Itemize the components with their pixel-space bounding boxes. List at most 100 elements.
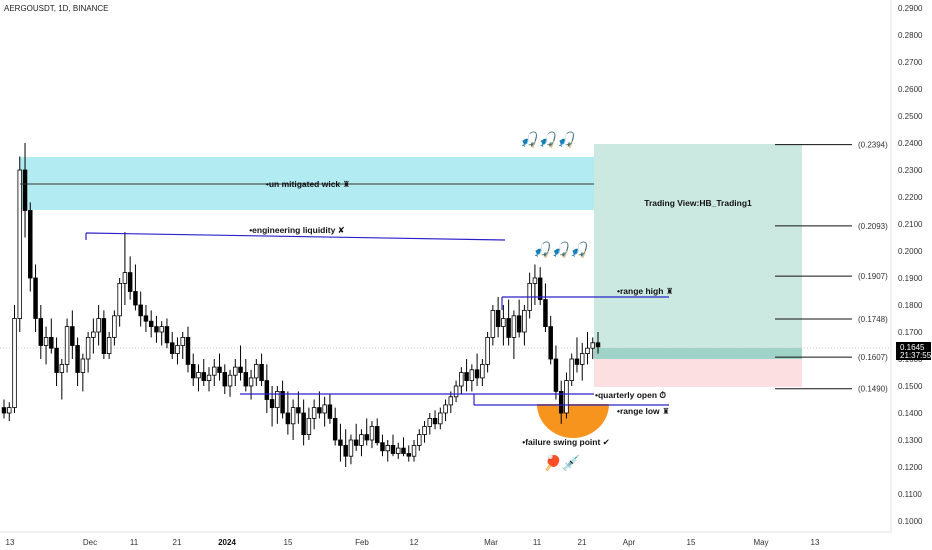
- target-levels: (0.2394) (0.2093) (0.1907) (0.1748) (0.1607)…: [775, 141, 888, 394]
- candle-body: [64, 326, 70, 365]
- candle-body: [485, 336, 490, 365]
- tradingview-label: Trading View:HB_Trading1: [644, 198, 752, 208]
- candle-body: [290, 407, 296, 425]
- candle-body: [422, 426, 427, 435]
- candle-body: [432, 417, 438, 425]
- candle-body: [338, 439, 343, 446]
- candle-body: [385, 444, 390, 452]
- candle-body: [396, 447, 401, 454]
- candle-body: [91, 331, 96, 338]
- candle-body: [348, 439, 354, 457]
- candle-body: [569, 358, 574, 382]
- candle-body: [343, 444, 348, 457]
- candle-body: [543, 299, 548, 328]
- x-axis: 13 Dec 11 21 2024 15 Feb 12 Mar 11 21 Apr 15 May 13: [6, 538, 820, 547]
- y-tick-label: 0.2800: [898, 31, 923, 40]
- y-tick-label: 0.2200: [898, 193, 923, 202]
- candle-body: [585, 347, 590, 355]
- candle-body: [17, 169, 23, 319]
- y-tick-label: 0.2500: [898, 112, 923, 121]
- x-tick-label: 15: [687, 538, 696, 547]
- target-label: (0.1490): [858, 385, 888, 394]
- candle-body: [317, 407, 322, 414]
- unmitigated-wick-label: •un mitigated wick ♜: [266, 179, 350, 189]
- candle-body: [59, 363, 65, 373]
- chart-title: AERGOUSDT, 1D, BINANCE: [4, 4, 108, 13]
- candle-body: [222, 372, 228, 387]
- candle-body: [238, 366, 243, 373]
- y-tick-label: 0.2700: [898, 58, 923, 67]
- candle-body: [285, 412, 291, 425]
- candle-body: [143, 315, 149, 322]
- x-tick-label: 2024: [218, 538, 236, 547]
- candle-body: [28, 210, 33, 279]
- candle-body: [259, 363, 264, 381]
- candle-body: [537, 277, 543, 301]
- y-tick-label: 0.1800: [898, 301, 923, 310]
- candle-body: [501, 318, 506, 327]
- candle-body: [180, 336, 185, 346]
- candle-body: [133, 291, 138, 306]
- current-price-box: 0.1645 21:37:55: [896, 342, 932, 360]
- candle-body: [80, 358, 86, 373]
- y-tick-label: 0.2400: [898, 139, 923, 148]
- candle-body: [374, 426, 380, 444]
- x-tick-label: Dec: [83, 538, 97, 547]
- countdown: 21:37:55: [900, 351, 932, 360]
- engineering-liquidity-label: •engineering liquidity ✘: [249, 225, 345, 235]
- candle-body: [127, 272, 133, 292]
- target-label: (0.2394): [858, 141, 888, 150]
- y-tick-label: 0.1200: [898, 463, 923, 472]
- candle-body: [390, 444, 396, 454]
- candle-body: [364, 434, 369, 441]
- candle-body: [453, 385, 459, 398]
- candle-body: [138, 304, 143, 317]
- candle-body: [548, 326, 553, 360]
- candle-body: [122, 272, 128, 284]
- candle-body: [1, 407, 7, 414]
- candle-body: [254, 363, 259, 379]
- candle-body: [480, 363, 485, 379]
- candle-body: [590, 342, 595, 349]
- candles: [1, 143, 601, 467]
- candle-body: [70, 326, 75, 346]
- candle-body: [474, 369, 480, 379]
- candle-body: [411, 444, 417, 457]
- candle-body: [148, 320, 154, 328]
- y-tick-label: 0.1500: [898, 382, 923, 391]
- candle-body: [75, 345, 80, 373]
- candle-body: [217, 366, 222, 373]
- candle-body: [359, 434, 364, 446]
- candle-body: [212, 366, 217, 376]
- candle-body: [380, 442, 385, 452]
- target-label: (0.1607): [858, 353, 888, 362]
- target-label: (0.1748): [858, 315, 888, 324]
- candle-body: [306, 417, 312, 435]
- candle-body: [106, 336, 112, 354]
- y-tick-label: 0.2300: [898, 166, 923, 175]
- target-label: (0.2093): [858, 222, 888, 231]
- target-label: (0.1907): [858, 272, 888, 281]
- candle-body: [22, 169, 28, 211]
- candle-body: [506, 318, 511, 338]
- candle-body: [12, 318, 17, 408]
- current-price: 0.1645: [900, 343, 925, 352]
- y-tick-label: 0.2000: [898, 247, 923, 256]
- candle-body: [464, 372, 469, 382]
- candle-body: [495, 309, 501, 327]
- candle-body: [201, 372, 206, 382]
- candle-body: [558, 390, 564, 414]
- candle-body: [296, 407, 301, 414]
- candle-body: [43, 336, 49, 346]
- stop-loss-zone: [594, 359, 802, 387]
- candle-body: [322, 404, 327, 414]
- x-tick-label: 12: [410, 538, 419, 547]
- candle-body: [327, 404, 333, 419]
- candle-body: [96, 318, 101, 333]
- x-tick-label: 21: [578, 538, 587, 547]
- candle-body: [154, 326, 159, 333]
- candle-body: [101, 318, 107, 354]
- candle-body: [311, 407, 317, 419]
- x-tick-label: 13: [6, 538, 15, 547]
